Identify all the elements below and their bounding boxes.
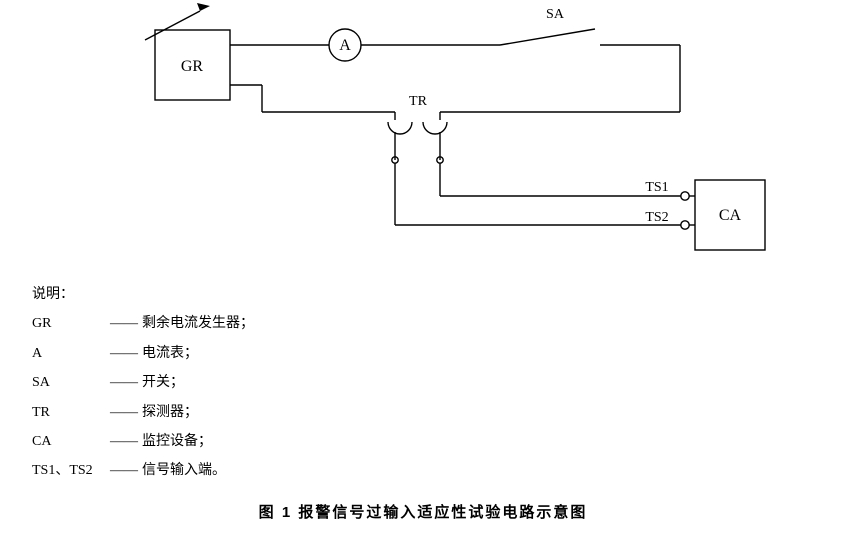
right-coil xyxy=(423,122,447,134)
legend-row: CA——监控设备； xyxy=(32,427,254,456)
tr-label: TR xyxy=(409,94,428,109)
ammeter-label: A xyxy=(339,37,351,54)
legend-key: GR xyxy=(32,309,110,338)
gr-label: GR xyxy=(181,58,204,75)
legend-desc: 监控设备； xyxy=(142,427,212,456)
legend-dash: —— xyxy=(110,309,138,338)
ts1-label: TS1 xyxy=(645,180,668,195)
legend-rows: GR——剩余电流发生器；A——电流表；SA——开关；TR——探测器；CA——监控… xyxy=(32,309,254,485)
legend-key: SA xyxy=(32,368,110,397)
legend-dash: —— xyxy=(110,456,138,485)
legend-desc: 开关； xyxy=(142,368,184,397)
legend-row: TS1、TS2——信号输入端。 xyxy=(32,456,254,485)
legend-key: TS1、TS2 xyxy=(32,456,110,485)
legend-desc: 信号输入端。 xyxy=(142,456,226,485)
ts1-terminal xyxy=(681,192,689,200)
legend-row: TR——探测器； xyxy=(32,398,254,427)
left-coil xyxy=(388,122,412,134)
legend-dash: —— xyxy=(110,427,138,456)
legend-key: TR xyxy=(32,398,110,427)
legend-key: CA xyxy=(32,427,110,456)
variable-arrow-shaft xyxy=(145,11,200,40)
ts2-label: TS2 xyxy=(645,210,668,225)
legend-row: GR——剩余电流发生器； xyxy=(32,309,254,338)
ts2-terminal xyxy=(681,221,689,229)
figure-caption: 图 1 报警信号过输入适应性试验电路示意图 xyxy=(0,501,846,522)
circuit-svg: GR A SA TR TS1 TS2 CA xyxy=(0,0,846,300)
ca-label: CA xyxy=(719,207,742,224)
legend-dash: —— xyxy=(110,368,138,397)
legend-title: 说明： xyxy=(32,280,254,309)
legend-key: A xyxy=(32,339,110,368)
diagram-canvas: GR A SA TR TS1 TS2 CA 说明： GR——剩余电流发生器；A—… xyxy=(0,0,846,540)
legend-dash: —— xyxy=(110,398,138,427)
legend-dash: —— xyxy=(110,339,138,368)
legend-row: A——电流表； xyxy=(32,339,254,368)
variable-arrow-head xyxy=(197,3,210,11)
legend-desc: 电流表； xyxy=(142,339,198,368)
sa-label: SA xyxy=(546,7,565,22)
legend-row: SA——开关； xyxy=(32,368,254,397)
switch-arm xyxy=(500,29,595,45)
legend: 说明： GR——剩余电流发生器；A——电流表；SA——开关；TR——探测器；CA… xyxy=(32,280,254,486)
legend-desc: 探测器； xyxy=(142,398,198,427)
legend-desc: 剩余电流发生器； xyxy=(142,309,254,338)
